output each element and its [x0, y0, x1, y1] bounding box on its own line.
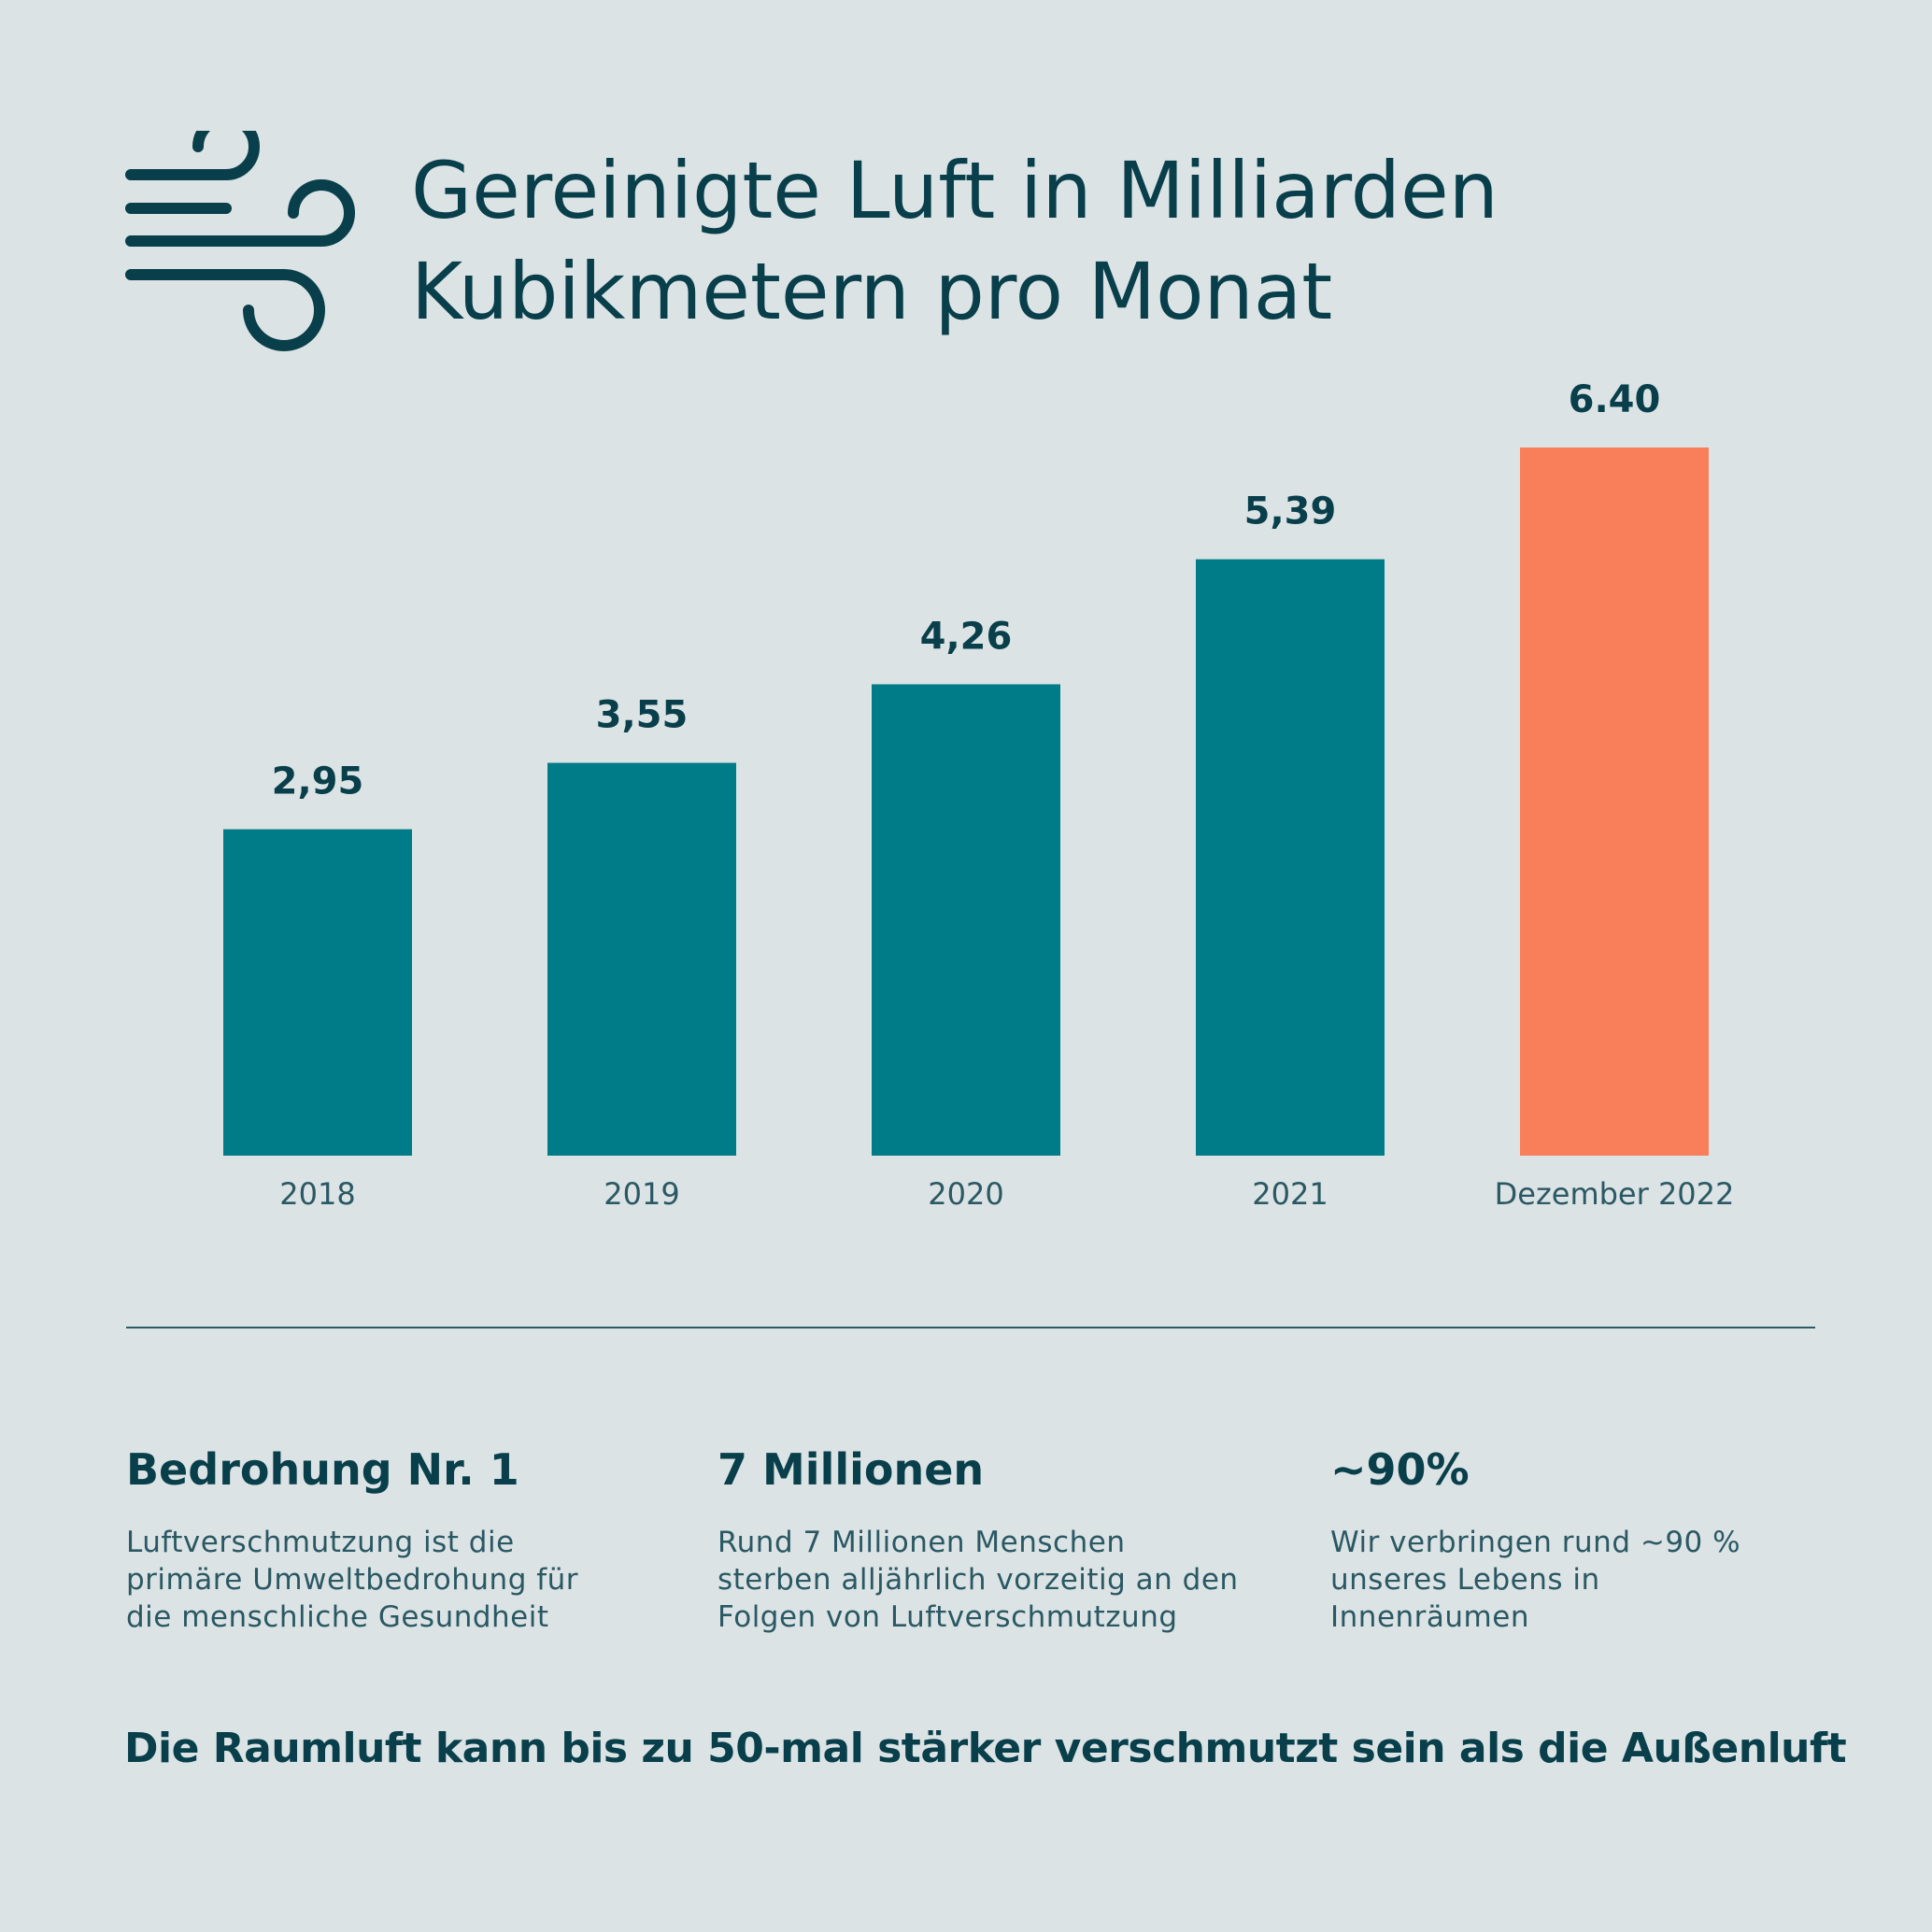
stat-text-line: unseres Lebens in — [1330, 1563, 1600, 1597]
bar-2019 — [547, 762, 736, 1156]
stat-text-line: Folgen von Luftverschmutzung — [717, 1600, 1178, 1634]
data-label: 3,55 — [596, 694, 689, 737]
divider — [126, 1327, 1815, 1328]
stat-text-line: primäre Umweltbedrohung für — [126, 1563, 579, 1597]
bar-2018 — [223, 829, 412, 1156]
stat-text: Wir verbringen rund ~90 % unseres Lebens… — [1330, 1524, 1740, 1636]
category-label: 2021 — [1252, 1176, 1328, 1212]
chart-title: Gereinigte Luft in Milliarden Kubikmeter… — [411, 140, 1812, 342]
data-label: 6.40 — [1569, 378, 1661, 421]
stat-heading: 7 Millionen — [717, 1444, 985, 1495]
stat-text: Luftverschmutzung ist die primäre Umwelt… — [126, 1524, 578, 1636]
footer-note: Die Raumluft kann bis zu 50-mal stärker … — [124, 1725, 1847, 1772]
data-label: 5,39 — [1244, 490, 1337, 533]
category-label: 2018 — [279, 1176, 355, 1212]
wind-icon — [125, 131, 355, 351]
category-label: Dezember 2022 — [1495, 1176, 1735, 1212]
stat-text-line: sterben alljährlich vorzeitig an den — [717, 1563, 1239, 1597]
stat-deaths: 7 Millionen Rund 7 Millionen Menschen st… — [717, 1443, 1239, 1636]
stat-text-line: Innenräumen — [1330, 1600, 1529, 1634]
category-label: 2019 — [604, 1176, 679, 1212]
stat-threat: Bedrohung Nr. 1 Luftverschmutzung ist di… — [126, 1443, 578, 1636]
data-label: 2,95 — [272, 760, 364, 803]
stat-text-line: Rund 7 Millionen Menschen — [717, 1526, 1126, 1559]
stat-indoor: ~90% Wir verbringen rund ~90 % unseres L… — [1330, 1443, 1740, 1636]
title-line-2: Kubikmetern pro Monat — [411, 246, 1333, 337]
stat-text-line: Luftverschmutzung ist die — [126, 1526, 515, 1559]
stat-heading: ~90% — [1330, 1444, 1470, 1495]
bar-2021 — [1196, 559, 1385, 1156]
stat-text-line: die menschliche Gesundheit — [126, 1600, 549, 1634]
category-label: 2020 — [928, 1176, 1003, 1212]
bar-2020 — [872, 684, 1060, 1156]
stat-text-line: Wir verbringen rund ~90 % — [1330, 1526, 1741, 1559]
data-label: 4,26 — [920, 615, 1013, 658]
bar-chart: 2,95 2018 3,55 2019 4,26 2020 5,39 2021 6.40 Deze… — [223, 378, 1735, 1212]
stat-text: Rund 7 Millionen Menschen sterben alljäh… — [717, 1524, 1239, 1636]
stat-heading: Bedrohung Nr. 1 — [126, 1444, 519, 1495]
title-line-1: Gereinigte Luft in Milliarden — [411, 145, 1499, 236]
bar-dezember-2022 — [1520, 447, 1709, 1156]
